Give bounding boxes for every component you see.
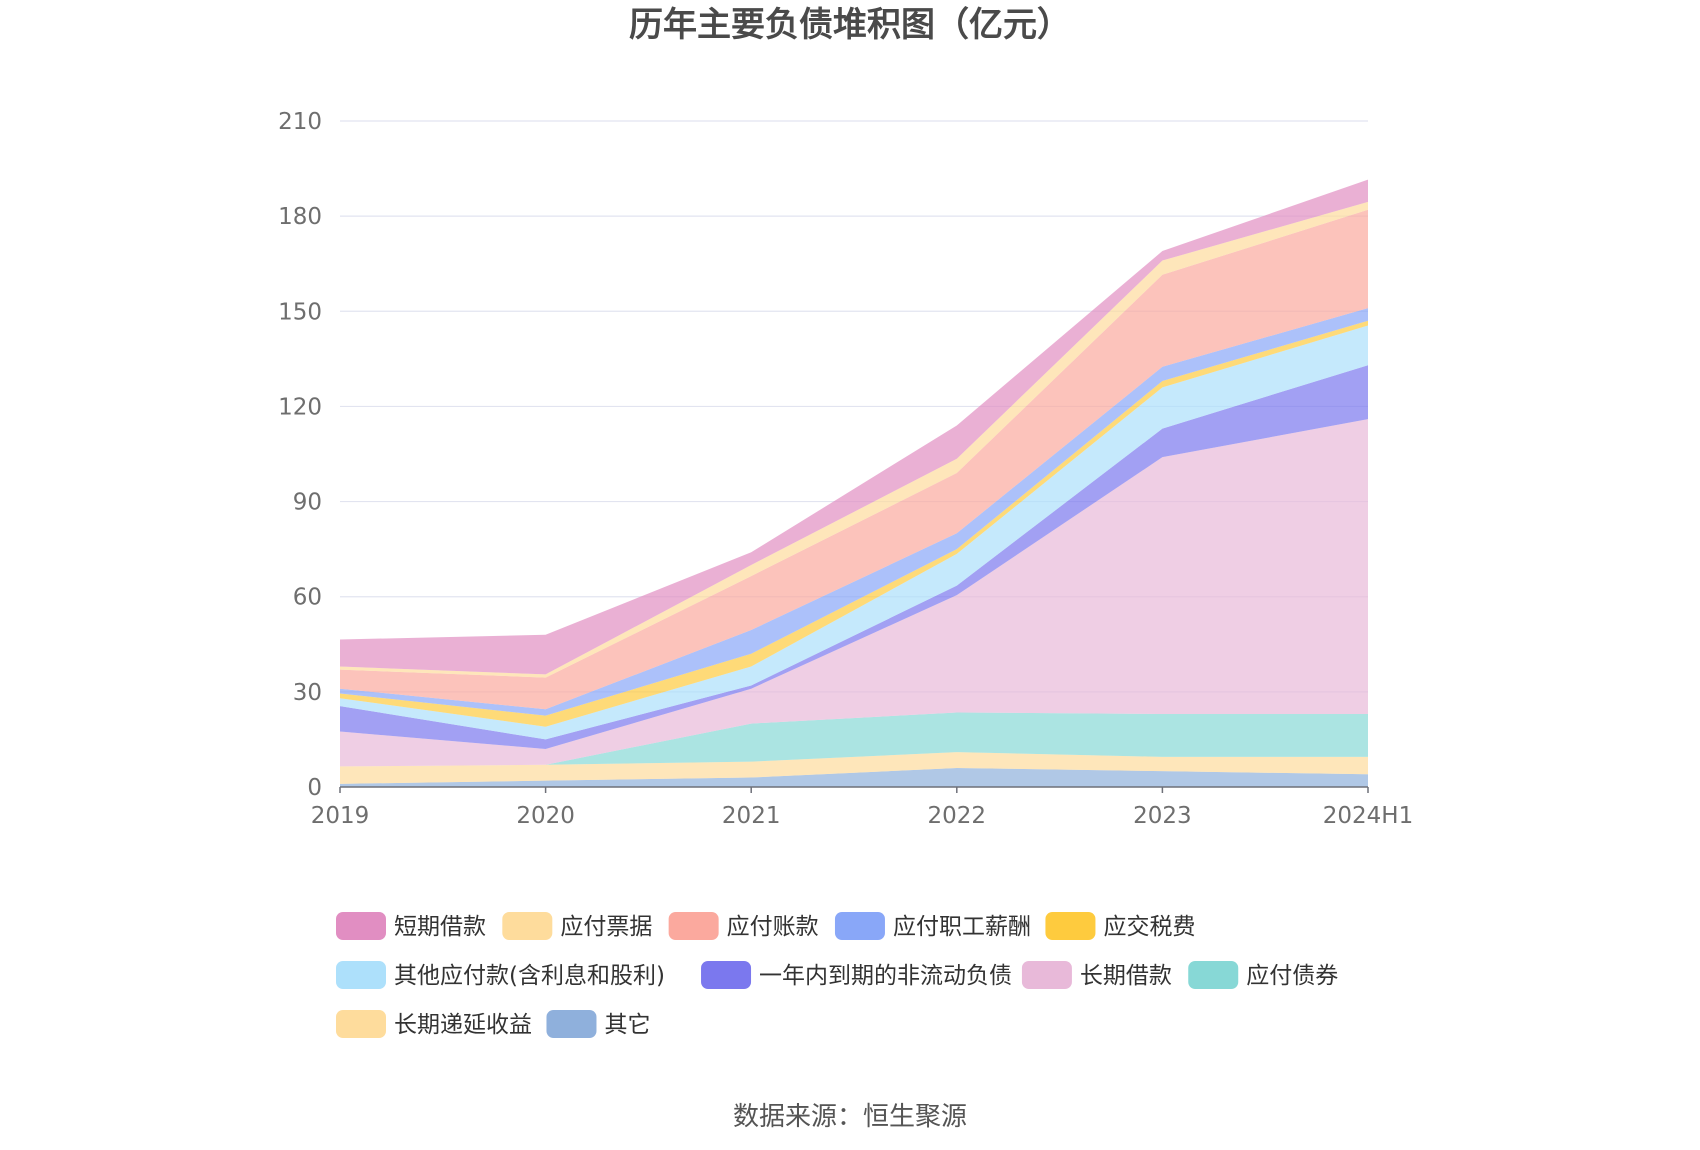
legend-label: 一年内到期的非流动负债	[759, 963, 1012, 989]
legend-swatch	[336, 912, 386, 940]
y-tick-label: 120	[278, 394, 322, 420]
area-应付债券	[340, 712, 1368, 767]
legend-label: 其他应付款(含利息和股利)	[394, 963, 665, 989]
legend-label: 长期借款	[1080, 963, 1172, 989]
axes: 2019 2020 2021 2022 2023 2024H1	[311, 786, 1413, 829]
legend-item[interactable]: 其他应付款(含利息和股利)	[336, 961, 665, 989]
legend-swatch	[336, 1010, 386, 1038]
legend-swatch	[1188, 961, 1239, 989]
area-短期借款	[340, 179, 1368, 675]
y-tick-label: 150	[278, 299, 322, 325]
area-一年内到期的非流动负债	[340, 365, 1368, 749]
x-tick-label: 2024H1	[1323, 803, 1413, 829]
legend-item[interactable]: 应付职工薪酬	[834, 912, 1031, 940]
legend-swatch	[668, 912, 719, 940]
legend-item[interactable]: 短期借款	[336, 912, 486, 940]
y-tick-label: 180	[278, 204, 322, 230]
legend-item[interactable]: 应付债券	[1188, 961, 1338, 989]
legend-label: 其它	[604, 1012, 650, 1038]
area-其他应付款(含利息和股利)	[340, 325, 1368, 740]
area-长期借款	[340, 419, 1368, 767]
area-其它	[340, 767, 1368, 787]
x-tick-label: 2021	[722, 803, 781, 829]
legend-label: 应付债券	[1246, 963, 1338, 989]
legend-swatch	[502, 912, 553, 940]
legend-item[interactable]: 一年内到期的非流动负债	[701, 961, 1012, 989]
x-tick-label: 2019	[311, 803, 370, 829]
y-tick-label: 60	[293, 585, 322, 611]
legend-item[interactable]: 应付账款	[668, 912, 819, 940]
legend-item[interactable]: 长期借款	[1021, 961, 1172, 989]
y-tick-label: 0	[307, 775, 322, 801]
legend-item[interactable]: 长期递延收益	[336, 1010, 532, 1038]
x-tick-label: 2023	[1133, 803, 1192, 829]
legend-swatch	[546, 1010, 597, 1038]
legend-item[interactable]: 应付票据	[502, 912, 652, 940]
area-应付票据	[340, 201, 1368, 678]
legend-label: 应付职工薪酬	[893, 914, 1031, 940]
area-长期递延收益	[340, 752, 1368, 784]
x-tick-label: 2022	[928, 803, 987, 829]
legend-swatch	[701, 961, 752, 989]
legend-label: 长期递延收益	[394, 1012, 532, 1038]
legend-swatch	[336, 961, 386, 989]
area-应付职工薪酬	[340, 308, 1368, 716]
legend-label: 应交税费	[1103, 914, 1195, 940]
legend-label: 应付账款	[727, 914, 819, 940]
legend-swatch	[1021, 961, 1072, 989]
y-tick-label: 210	[278, 109, 322, 135]
y-tick-label: 90	[293, 490, 322, 516]
x-tick-label: 2020	[516, 803, 575, 829]
legend-label: 短期借款	[394, 914, 486, 940]
legend-label: 应付票据	[560, 914, 652, 940]
chart-title: 历年主要负债堆积图（亿元）	[629, 5, 1071, 45]
area-应付账款	[340, 209, 1368, 710]
legend-item[interactable]: 应交税费	[1045, 912, 1195, 940]
source-note: 数据来源：恒生聚源	[733, 1102, 967, 1132]
legend-swatch	[1045, 912, 1096, 940]
legend-item[interactable]: 其它	[546, 1010, 650, 1038]
area-series	[340, 179, 1368, 787]
y-tick-label: 30	[293, 680, 322, 706]
legend-swatch	[834, 912, 885, 940]
